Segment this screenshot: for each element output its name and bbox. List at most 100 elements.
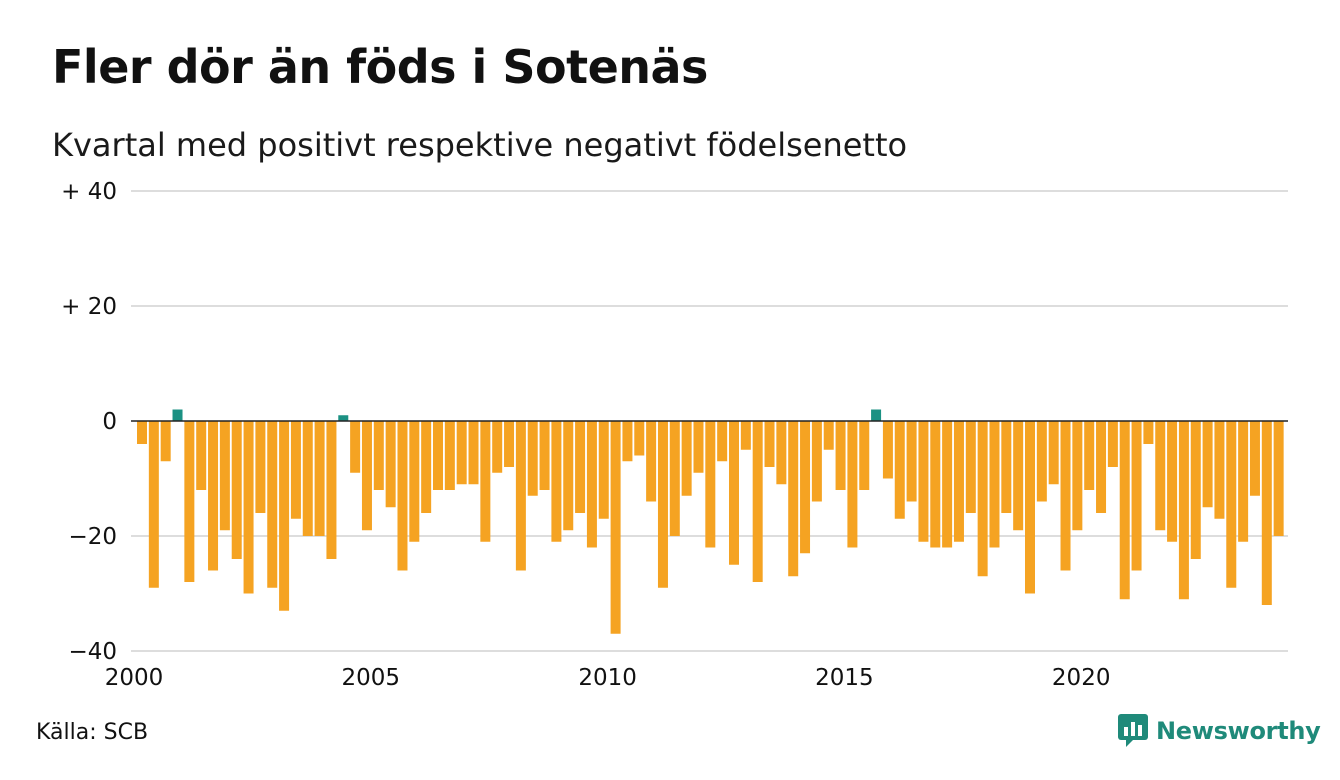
bar	[705, 421, 716, 548]
bar	[137, 421, 147, 444]
bar	[610, 421, 621, 634]
bar	[859, 421, 870, 490]
bar	[480, 421, 491, 542]
y-tick-label: −20	[68, 524, 117, 550]
bar	[409, 421, 420, 542]
bar	[776, 421, 787, 485]
bar	[1202, 421, 1213, 508]
bar	[539, 421, 550, 490]
bar	[243, 421, 254, 594]
bar	[267, 421, 278, 588]
bar	[385, 421, 396, 508]
y-tick-label: + 20	[61, 294, 117, 320]
y-tick-label: 0	[102, 409, 117, 435]
bar	[823, 421, 834, 450]
bar	[906, 421, 917, 502]
bar	[1249, 421, 1260, 496]
brand-logo: Newsworthy	[1118, 714, 1321, 748]
x-tick-label: 2015	[815, 665, 874, 691]
source-note: Källa: SCB	[36, 720, 149, 745]
bar	[965, 421, 976, 513]
bar	[788, 421, 799, 577]
bar	[172, 409, 183, 421]
bar	[1096, 421, 1107, 513]
bar	[148, 421, 159, 588]
bar	[1119, 421, 1130, 600]
bar	[1025, 421, 1035, 594]
bar	[1214, 421, 1225, 519]
x-tick-label: 2010	[578, 665, 637, 691]
bar	[942, 421, 953, 548]
bar	[847, 421, 858, 548]
bar	[717, 421, 728, 462]
bar	[255, 421, 266, 513]
bar	[1001, 421, 1012, 513]
bar	[1143, 421, 1154, 444]
bar	[1178, 421, 1189, 600]
bar	[811, 421, 822, 502]
bar	[634, 421, 645, 456]
bar	[681, 421, 692, 496]
bar	[468, 421, 479, 485]
bar	[527, 421, 538, 496]
bar	[669, 421, 680, 536]
bar	[586, 421, 597, 548]
y-tick-label: + 40	[61, 179, 117, 205]
bar	[1084, 421, 1095, 490]
bar	[397, 421, 408, 571]
x-tick-label: 2020	[1052, 665, 1111, 691]
bar	[622, 421, 633, 462]
bar	[882, 421, 893, 479]
bar	[953, 421, 964, 542]
bar	[752, 421, 763, 582]
bar	[350, 421, 361, 473]
bar	[314, 421, 325, 536]
bar	[977, 421, 988, 577]
bar	[740, 421, 751, 450]
bar	[433, 421, 443, 490]
bar	[373, 421, 384, 490]
bar	[729, 421, 739, 565]
brand-name: Newsworthy	[1156, 717, 1321, 745]
bar	[456, 421, 467, 485]
bar	[1190, 421, 1201, 559]
bar	[1036, 421, 1047, 502]
bar	[646, 421, 657, 502]
bar	[989, 421, 1000, 548]
x-tick-label: 2005	[342, 665, 401, 691]
bar	[1131, 421, 1142, 571]
bar	[835, 421, 846, 490]
bar	[208, 421, 219, 571]
bar	[361, 421, 372, 531]
bar	[1226, 421, 1237, 588]
bar	[1060, 421, 1071, 571]
chart-subtitle: Kvartal med positivt respektive negativt…	[52, 126, 908, 164]
bar	[1273, 421, 1284, 536]
bar	[231, 421, 242, 559]
bar	[326, 421, 337, 559]
bar	[492, 421, 503, 473]
bar-chart-bubble-icon	[1118, 714, 1148, 747]
bar	[184, 421, 195, 582]
bar	[764, 421, 775, 467]
bar	[219, 421, 230, 531]
chart-title: Fler dör än föds i Sotenäs	[52, 40, 708, 94]
bar	[918, 421, 929, 542]
bar	[290, 421, 301, 519]
bar	[693, 421, 704, 473]
bar	[338, 415, 349, 421]
bar	[657, 421, 668, 588]
y-tick-label: −40	[68, 639, 117, 665]
bar	[563, 421, 574, 531]
bar	[160, 421, 171, 462]
bar	[1238, 421, 1249, 542]
x-tick-label: 2000	[105, 665, 164, 691]
bar	[598, 421, 609, 519]
bar	[930, 421, 941, 548]
bar	[894, 421, 905, 519]
bar	[444, 421, 455, 490]
bar	[504, 421, 515, 467]
bar	[800, 421, 811, 554]
bar	[871, 409, 882, 421]
